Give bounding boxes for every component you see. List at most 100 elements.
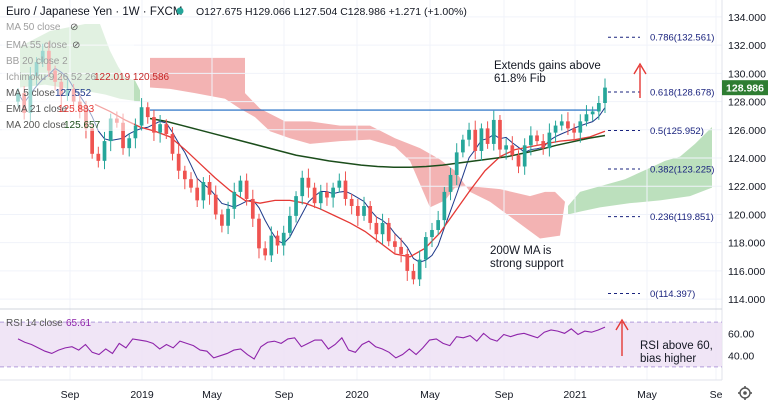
candle-body bbox=[498, 119, 502, 150]
ichimoku-cloud-bear bbox=[150, 57, 565, 239]
last-price-badge: 128.986 bbox=[722, 80, 768, 96]
candle-body bbox=[275, 235, 280, 246]
chart-title: Euro / Japanese Yen · 1W · FXCM bbox=[6, 6, 182, 18]
candle-body bbox=[405, 253, 410, 271]
legend-ema21-value: 125.883 bbox=[58, 104, 95, 115]
price-tick-label: 124.000 bbox=[728, 153, 766, 165]
fib-label: 0.618(128.678) bbox=[650, 88, 714, 99]
time-tick-label: Sep bbox=[61, 389, 80, 401]
legend-rsi[interactable]: RSI 14 close bbox=[6, 318, 63, 329]
candle-body bbox=[312, 187, 317, 204]
arrow-up-icon bbox=[615, 318, 629, 356]
candle-body bbox=[448, 174, 453, 192]
candle-body bbox=[535, 135, 539, 142]
fib-label: 0.382(123.225) bbox=[650, 164, 714, 175]
candle-body bbox=[201, 182, 206, 201]
candle-body bbox=[603, 87, 607, 103]
eye-slash-icon[interactable]: ⊘ bbox=[72, 40, 80, 51]
candle-body bbox=[467, 129, 471, 140]
gear-icon[interactable] bbox=[738, 386, 752, 400]
candle-body bbox=[306, 177, 311, 188]
candle-body bbox=[516, 155, 521, 167]
candle-body bbox=[368, 206, 373, 223]
candle-body bbox=[294, 196, 298, 216]
candle-body bbox=[325, 191, 329, 198]
candle-body bbox=[386, 222, 391, 242]
ichimoku-cloud-bull bbox=[568, 126, 712, 215]
candle-body bbox=[102, 141, 107, 161]
time-tick-label: May bbox=[420, 389, 441, 401]
annotation-rsi-line2: bias higher bbox=[640, 353, 696, 365]
candle-body bbox=[504, 145, 508, 150]
candle-body bbox=[380, 222, 385, 235]
candle-body bbox=[213, 194, 218, 215]
candle-body bbox=[170, 134, 175, 154]
candle-body bbox=[349, 198, 354, 206]
legend-ema21[interactable]: EMA 21 close bbox=[6, 104, 68, 115]
price-tick-label: 134.000 bbox=[728, 12, 766, 24]
annotation-ma-support-line1: 200W MA is bbox=[490, 245, 552, 257]
price-axis[interactable]: 114.000 116.000 118.000 120.000 122.000 124.0… bbox=[728, 12, 766, 306]
candle-body bbox=[566, 121, 570, 129]
candle-body bbox=[195, 187, 200, 201]
fib-label: 0(114.397) bbox=[650, 289, 695, 300]
legend-ma5-value: 127.552 bbox=[55, 88, 92, 99]
candle-body bbox=[244, 180, 249, 199]
legend-ma200[interactable]: MA 200 close bbox=[6, 120, 66, 131]
candle-body bbox=[164, 124, 169, 135]
price-tick-label: 120.000 bbox=[728, 209, 766, 221]
candle-body bbox=[121, 122, 125, 149]
time-axis[interactable]: Sep 2019 May Sep 2020 May Sep 2021 May Se bbox=[61, 389, 723, 401]
candle-body bbox=[485, 128, 490, 144]
fib-levels: 0.786(132.561) 0.618(128.678) 0.5(125.952)… bbox=[608, 33, 714, 300]
rsi-band bbox=[0, 322, 722, 367]
time-tick-label: Se bbox=[710, 389, 723, 401]
candle-body bbox=[220, 214, 224, 226]
indicator-legend: MA 50 close ⊘ EMA 55 close ⊘ BB 20 close… bbox=[2, 19, 170, 131]
candle-body bbox=[90, 128, 95, 154]
candle-body bbox=[417, 259, 422, 280]
candle-body bbox=[479, 128, 484, 151]
rsi-tick-label: 60.00 bbox=[728, 328, 754, 340]
eye-slash-icon[interactable]: ⊘ bbox=[70, 22, 78, 33]
legend-ema55[interactable]: EMA 55 close bbox=[6, 40, 68, 51]
time-tick-label: Sep bbox=[495, 389, 514, 401]
candle-body bbox=[331, 187, 335, 198]
price-tick-label: 118.000 bbox=[728, 238, 765, 250]
price-tick-label: 126.000 bbox=[728, 125, 766, 137]
candle-body bbox=[436, 220, 441, 230]
candle-body bbox=[522, 145, 527, 167]
candle-body bbox=[337, 180, 342, 188]
legend-ma5[interactable]: MA 5 close bbox=[6, 88, 55, 99]
annotation-fib-gain-line2: 61.8% Fib bbox=[494, 73, 546, 85]
ma5-line bbox=[17, 67, 606, 263]
candle-body bbox=[374, 222, 379, 235]
candle-body bbox=[461, 139, 465, 153]
rsi-line bbox=[17, 326, 606, 360]
candle-body bbox=[572, 128, 576, 133]
candle-body bbox=[300, 177, 305, 197]
candle-body bbox=[430, 229, 434, 238]
legend-bb[interactable]: BB 20 close 2 bbox=[6, 56, 68, 67]
market-status-icon bbox=[176, 7, 184, 15]
legend-ichimoku[interactable]: Ichimoku 9 26 52 26 bbox=[6, 72, 96, 83]
candle-body bbox=[584, 114, 589, 122]
rsi-levels bbox=[0, 321, 722, 368]
header: Euro / Japanese Yen · 1W · FXCM O127.675… bbox=[6, 6, 467, 18]
moving-averages bbox=[17, 67, 606, 263]
ma200-line bbox=[149, 117, 606, 168]
candle-body bbox=[590, 111, 595, 115]
last-price-value: 128.986 bbox=[726, 83, 764, 95]
legend-ma200-value: 125.657 bbox=[64, 120, 101, 131]
legend-ma50[interactable]: MA 50 close bbox=[6, 22, 61, 33]
candle-body bbox=[393, 241, 397, 247]
candle-body bbox=[232, 191, 237, 209]
candle-body bbox=[355, 206, 360, 216]
price-tick-label: 122.000 bbox=[728, 181, 766, 193]
annotation-fib-gain-line1: Extends gains above bbox=[494, 60, 601, 72]
fib-label: 0.5(125.952) bbox=[650, 126, 704, 137]
candle-body bbox=[281, 232, 286, 246]
candle-body bbox=[411, 270, 416, 280]
candle-body bbox=[491, 119, 496, 144]
